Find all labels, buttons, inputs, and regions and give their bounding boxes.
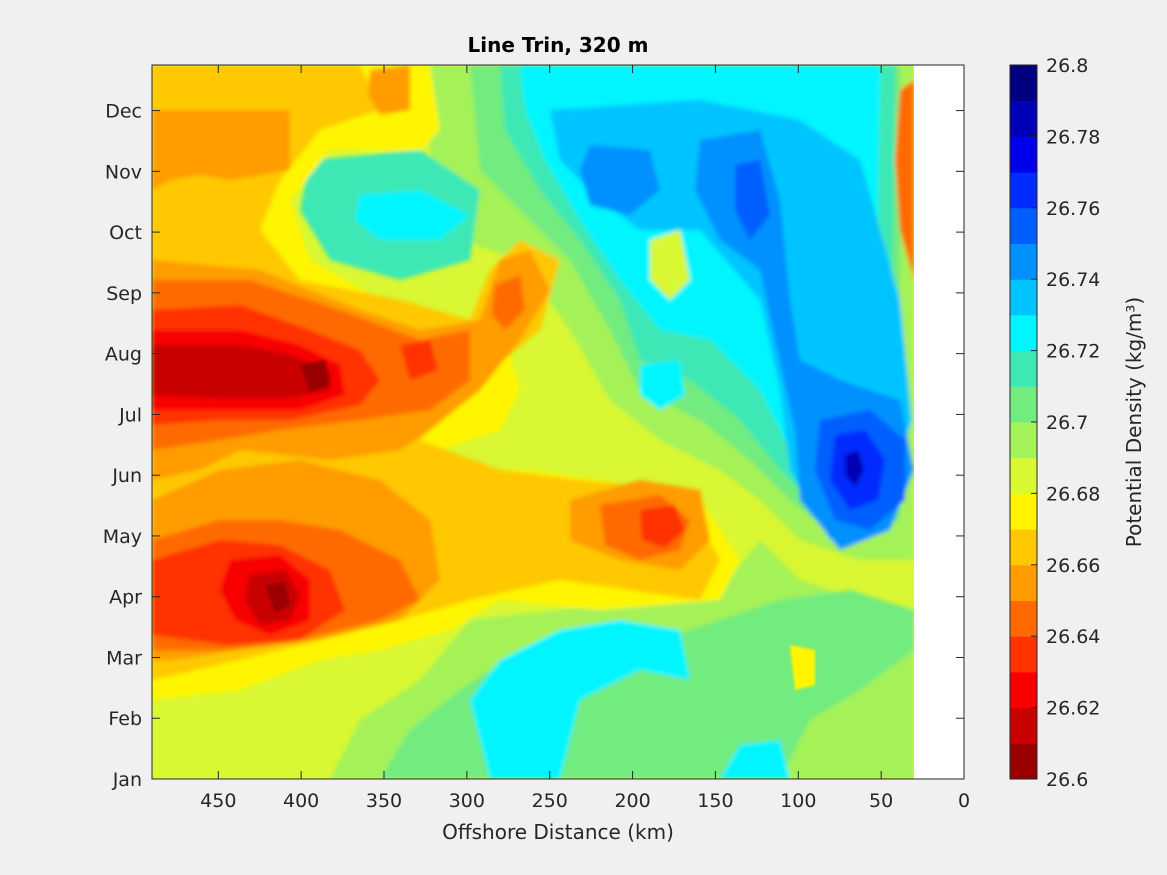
x-tick-label: 400 (283, 790, 319, 812)
colorbar-swatch (1010, 422, 1037, 459)
contour-band (470, 620, 690, 779)
colorbar-tick-label: 26.64 (1046, 626, 1100, 648)
contour-band (640, 505, 685, 548)
colorbar-swatch (1010, 314, 1037, 352)
x-tick-label: 50 (869, 790, 893, 812)
y-tick-label: Jul (118, 404, 142, 426)
colorbar-tick-label: 26.7 (1046, 412, 1088, 434)
contour-band (400, 340, 438, 380)
colorbar-swatch (1010, 350, 1037, 387)
colorbar-swatch (1010, 707, 1037, 744)
colorbar-swatch (1010, 172, 1037, 209)
colorbar-tick-label: 26.8 (1046, 55, 1088, 77)
y-tick-label: Oct (109, 222, 142, 244)
colorbar-swatch (1010, 564, 1037, 601)
contour-band (152, 110, 290, 190)
y-tick-label: Jan (112, 769, 142, 791)
colorbar-swatch (1010, 279, 1037, 316)
colorbar-tick-label: 26.66 (1046, 555, 1100, 577)
colorbar-swatch (1010, 671, 1037, 709)
y-tick-label: Mar (106, 647, 142, 669)
colorbar-swatch (1010, 243, 1037, 280)
y-tick-label: Nov (105, 161, 142, 183)
contour-field (152, 65, 914, 779)
colorbar-tick-label: 26.78 (1046, 126, 1100, 148)
no-data-region (914, 65, 964, 779)
colorbar-swatch (1010, 386, 1037, 423)
contour-band (152, 345, 330, 398)
y-tick-label: Sep (106, 283, 142, 305)
x-tick-label: 100 (780, 790, 816, 812)
contour-band (895, 80, 914, 280)
contour-band (790, 645, 815, 690)
x-tick-label: 350 (366, 790, 402, 812)
colorbar-swatch (1010, 457, 1037, 494)
contour-band (265, 582, 290, 612)
colorbar-swatch (1010, 529, 1037, 566)
x-tick-label: 250 (532, 790, 568, 812)
colorbar-tick-label: 26.62 (1046, 698, 1100, 720)
contour-band (845, 450, 864, 487)
y-tick-label: Feb (108, 708, 142, 730)
x-tick-label: 300 (449, 790, 485, 812)
x-tick-label: 200 (614, 790, 650, 812)
contour-band (580, 145, 660, 215)
contour-band (650, 230, 690, 300)
axes-box (151, 64, 965, 780)
colorbar-tick-label: 26.76 (1046, 198, 1100, 220)
y-tick-label: Jun (111, 465, 142, 487)
colorbar-tick-label: 26.72 (1046, 341, 1100, 363)
y-tick-label: Aug (105, 344, 142, 366)
colorbar-swatch (1010, 493, 1037, 530)
contour-band (355, 190, 470, 240)
contour-band (735, 160, 770, 240)
colorbar-label: Potential Density (kg/m³) (1122, 297, 1146, 548)
colorbar-tick-label: 26.68 (1046, 483, 1100, 505)
y-tick-label: Apr (109, 587, 142, 609)
x-tick-label: 0 (958, 790, 970, 812)
x-axis: 450 400 350 300 250 200 150 100 50 0 (200, 65, 970, 812)
colorbar-swatch (1010, 65, 1037, 102)
contour-band (640, 360, 685, 410)
colorbar-tick-label: 26.74 (1046, 269, 1100, 291)
colorbar-swatch (1010, 136, 1037, 173)
colorbar-swatch (1010, 207, 1037, 244)
colorbar-swatch (1010, 600, 1037, 637)
y-tick-label: Dec (105, 101, 142, 123)
y-tick-label: May (103, 526, 142, 548)
colorbar-swatch (1010, 743, 1037, 780)
colorbar-tick-label: 26.6 (1046, 769, 1088, 791)
colorbar: 26.6 26.62 26.64 26.66 26.68 26.7 26.72 26.74 26… (1009, 55, 1100, 791)
contour-band (720, 740, 790, 779)
contour-band (492, 275, 525, 330)
y-axis: Jan Feb Mar Apr May Jun Jul Aug Sep Oct Nov Dec (103, 101, 964, 791)
x-axis-label: Offshore Distance (km) (442, 820, 674, 844)
x-tick-label: 150 (697, 790, 733, 812)
colorbar-swatch (1010, 636, 1037, 673)
contour-band (300, 360, 330, 392)
chart-title: Line Trin, 320 m (468, 33, 649, 57)
colorbar-swatch (1010, 100, 1037, 137)
contour-band (368, 65, 410, 115)
x-tick-label: 450 (200, 790, 236, 812)
